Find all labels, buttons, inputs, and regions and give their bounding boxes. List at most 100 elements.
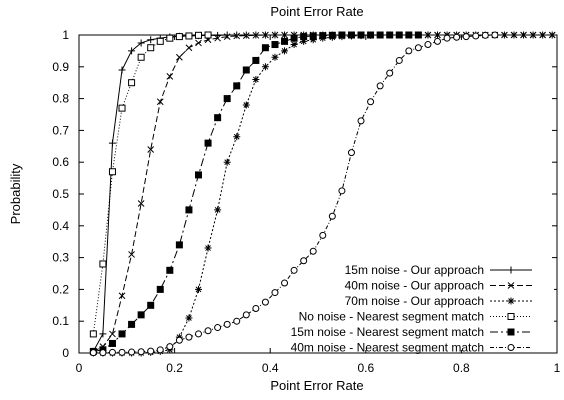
series-6 xyxy=(89,31,499,357)
data-point xyxy=(424,31,432,39)
data-point xyxy=(175,241,183,249)
data-point xyxy=(252,76,260,84)
data-point xyxy=(166,72,174,80)
y-tick-label: 0.4 xyxy=(52,219,69,233)
legend-entry: 15m noise - Our approach xyxy=(345,263,532,277)
y-tick-label: 0.3 xyxy=(52,251,69,265)
y-tick-label: 0.8 xyxy=(52,92,69,106)
data-point xyxy=(347,31,355,39)
data-point xyxy=(108,168,116,176)
data-point xyxy=(118,292,126,300)
data-point xyxy=(204,139,212,147)
legend-label: 70m noise - Our approach xyxy=(345,294,484,308)
data-point xyxy=(156,285,164,293)
data-point xyxy=(223,158,231,166)
data-point xyxy=(166,34,174,42)
data-point xyxy=(271,41,279,49)
data-point xyxy=(357,117,365,125)
data-point xyxy=(453,33,461,41)
legend-label: 40m noise - Our approach xyxy=(345,279,484,293)
y-tick-label: 0.6 xyxy=(52,155,69,169)
data-point xyxy=(223,33,231,40)
data-point xyxy=(185,206,193,214)
data-point xyxy=(309,247,317,255)
data-point xyxy=(507,313,515,320)
legend-entry: 70m noise - Our approach xyxy=(345,294,532,308)
data-point xyxy=(233,32,241,40)
data-point xyxy=(204,327,212,335)
data-point xyxy=(300,257,308,265)
data-point xyxy=(195,330,202,338)
data-point xyxy=(233,317,241,325)
data-point xyxy=(376,82,384,90)
data-point xyxy=(539,31,547,39)
data-point xyxy=(175,336,183,344)
data-point xyxy=(290,41,298,49)
data-point xyxy=(357,31,365,39)
data-point xyxy=(271,31,279,39)
data-point xyxy=(405,47,413,55)
data-point xyxy=(214,324,222,332)
data-point xyxy=(89,349,97,357)
y-tick-label: 0.7 xyxy=(52,123,69,137)
data-point xyxy=(281,31,288,39)
data-point xyxy=(338,187,346,195)
data-point xyxy=(367,98,375,106)
data-point xyxy=(147,44,155,52)
chart-title: Point Error Rate xyxy=(270,4,363,19)
data-point xyxy=(147,36,155,44)
data-point xyxy=(443,34,451,42)
data-point xyxy=(223,95,231,103)
data-point xyxy=(109,330,116,338)
data-point xyxy=(367,31,375,39)
data-point xyxy=(185,44,193,52)
data-point xyxy=(507,344,515,351)
data-point xyxy=(252,56,260,64)
x-tick-label: 0 xyxy=(76,361,83,375)
data-point xyxy=(507,282,515,289)
data-point xyxy=(214,206,222,214)
data-point xyxy=(242,311,250,319)
legend-entry: 15m noise - Nearest segment match xyxy=(291,325,532,339)
data-point xyxy=(99,349,107,357)
data-point xyxy=(118,330,126,338)
data-point xyxy=(481,31,489,39)
data-point xyxy=(223,320,231,328)
data-point xyxy=(147,146,155,153)
data-point xyxy=(338,31,346,39)
data-point xyxy=(290,34,298,42)
data-point xyxy=(252,304,260,312)
data-point xyxy=(281,47,289,55)
data-point xyxy=(233,31,241,39)
data-point xyxy=(405,31,413,39)
data-point xyxy=(166,266,174,274)
legend: 15m noise - Our approach 40m noise - Our … xyxy=(291,263,532,355)
legend-label: 40m noise - Nearest segment match xyxy=(291,341,484,355)
legend-entry: 40m noise - Nearest segment match xyxy=(291,341,532,355)
data-point xyxy=(99,330,107,338)
data-point xyxy=(386,69,394,77)
data-point xyxy=(137,200,145,207)
data-point xyxy=(128,348,136,356)
data-point xyxy=(491,31,499,39)
data-point xyxy=(185,333,193,341)
data-point xyxy=(424,41,432,49)
data-point xyxy=(252,31,260,39)
data-point xyxy=(118,66,126,74)
data-point xyxy=(395,56,403,64)
data-point xyxy=(462,33,470,41)
data-point xyxy=(261,63,269,71)
data-point xyxy=(156,98,164,106)
data-point xyxy=(507,297,515,305)
data-point xyxy=(185,32,193,40)
x-tick-label: 0.2 xyxy=(166,361,183,375)
data-point xyxy=(271,53,279,61)
data-point xyxy=(137,53,145,61)
data-point xyxy=(137,39,145,47)
data-point xyxy=(223,31,231,39)
data-point xyxy=(434,37,441,45)
data-point xyxy=(166,343,174,351)
data-point xyxy=(108,339,116,347)
data-point xyxy=(434,31,441,39)
